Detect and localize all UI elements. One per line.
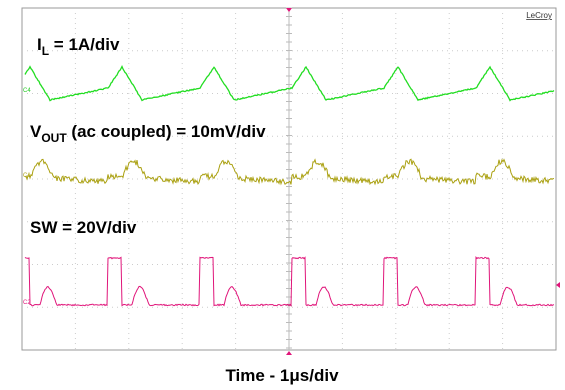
- label-rest: (ac coupled) = 10mV/div: [67, 122, 266, 141]
- label-sub: L: [42, 44, 49, 58]
- trigger-marker: [286, 8, 292, 12]
- channel-marker: C2: [23, 300, 31, 306]
- trace-label: IL = 1A/div: [37, 35, 120, 58]
- channel-marker: C4: [23, 88, 31, 94]
- inductor-current-trace: [24, 65, 555, 102]
- channel-marker: C1: [23, 173, 31, 179]
- label-rest: = 1A/div: [49, 35, 120, 54]
- time-scale: Time - 1μs/div: [225, 366, 339, 385]
- label-main: I: [37, 35, 42, 54]
- label-main: V: [30, 122, 42, 141]
- trace-label: VOUT (ac coupled) = 10mV/div: [30, 122, 266, 145]
- brand: LeCroy: [526, 11, 552, 20]
- trigger-marker: [286, 351, 292, 355]
- switch-node-trace: [24, 255, 555, 307]
- output-voltage-trace: [24, 158, 554, 186]
- label-sub: OUT: [41, 131, 67, 145]
- graticule: [22, 7, 556, 350]
- level-marker: [556, 282, 560, 288]
- trace-label: SW = 20V/div: [30, 218, 137, 237]
